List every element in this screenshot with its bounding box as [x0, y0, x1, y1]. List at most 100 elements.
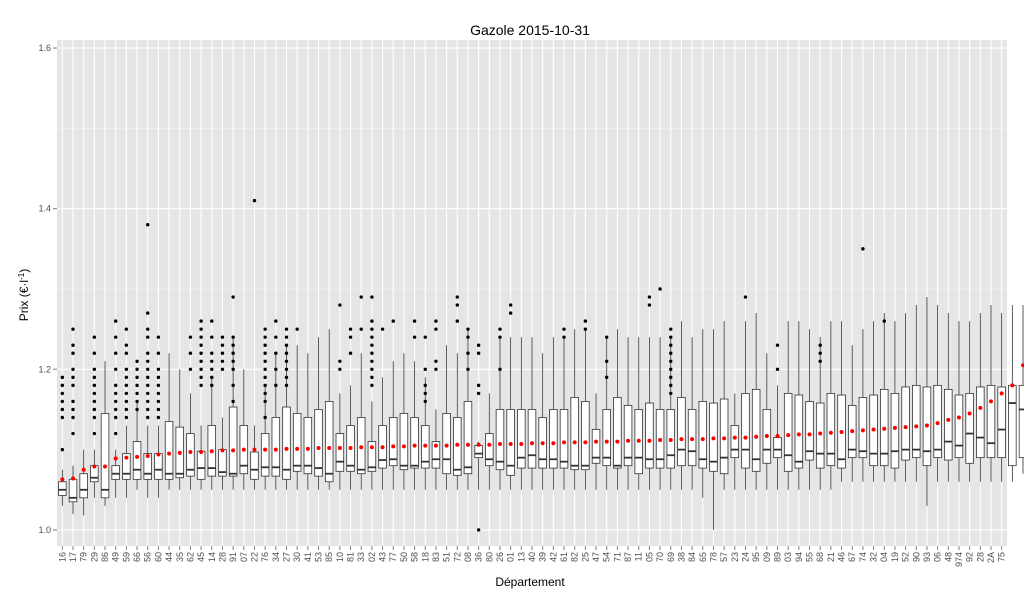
- box-iqr: [901, 386, 910, 461]
- outlier-point: [818, 343, 822, 347]
- mean-point: [626, 438, 631, 443]
- mean-point: [135, 454, 140, 459]
- x-tick-label: 68: [815, 552, 825, 562]
- x-tick-label: 40: [527, 552, 537, 562]
- outlier-point: [210, 367, 214, 372]
- outlier-point: [370, 383, 374, 388]
- mean-point: [818, 431, 823, 436]
- outlier-point: [263, 335, 267, 339]
- outlier-point: [348, 335, 353, 339]
- outlier-point: [146, 311, 150, 315]
- mean-point: [743, 435, 748, 440]
- outlier-point: [348, 351, 353, 355]
- mean-point: [1010, 383, 1015, 388]
- outlier-point: [743, 295, 748, 299]
- outlier-point: [274, 335, 278, 339]
- x-tick-label: 49: [111, 552, 121, 562]
- outlier-point: [466, 367, 470, 372]
- outlier-point: [146, 383, 150, 388]
- outlier-point: [92, 391, 97, 396]
- outlier-point: [359, 327, 363, 331]
- box-iqr: [527, 409, 537, 469]
- outlier-point: [60, 375, 65, 380]
- outlier-point: [92, 407, 97, 412]
- outlier-point: [423, 335, 427, 339]
- x-tick-label: 24: [740, 552, 750, 562]
- box-iqr: [559, 409, 569, 469]
- x-tick-label: 09: [762, 552, 772, 562]
- box-iqr: [111, 465, 120, 480]
- mean-point: [530, 441, 534, 446]
- outlier-point: [92, 335, 97, 339]
- outlier-point: [220, 367, 225, 372]
- outlier-point: [135, 407, 139, 412]
- x-tick-label: 91: [228, 552, 238, 562]
- mean-point: [220, 448, 225, 453]
- outlier-point: [370, 359, 374, 363]
- outlier-point: [146, 351, 150, 355]
- x-tick-label: 57: [719, 552, 729, 562]
- box-iqr: [698, 401, 708, 469]
- box-iqr: [271, 417, 281, 477]
- mean-point: [903, 425, 908, 430]
- outlier-points: [60, 198, 886, 532]
- outlier-point: [114, 431, 118, 436]
- outlier-point: [476, 343, 481, 347]
- outlier-point: [231, 359, 235, 363]
- mean-point: [807, 432, 812, 437]
- outlier-point: [669, 383, 673, 388]
- outlier-point: [412, 319, 417, 323]
- mean-point: [850, 429, 855, 434]
- mean-point: [1021, 363, 1024, 368]
- outlier-point: [231, 343, 235, 347]
- outlier-point: [284, 383, 289, 388]
- x-tick-label: 06: [933, 552, 943, 562]
- mean-point: [615, 439, 620, 444]
- mean-point: [401, 444, 406, 449]
- outlier-point: [199, 319, 203, 323]
- mean-point: [594, 439, 599, 444]
- box-iqr: [250, 451, 259, 480]
- mean-point: [839, 429, 844, 434]
- outlier-point: [508, 311, 513, 315]
- x-tick-label: 21: [826, 552, 836, 562]
- outlier-point: [135, 383, 139, 388]
- outlier-point: [114, 399, 118, 404]
- mean-point: [967, 411, 972, 416]
- outlier-point: [348, 327, 353, 331]
- outlier-point: [359, 295, 363, 299]
- mean-point: [305, 446, 310, 451]
- mean-point: [882, 426, 887, 431]
- outlier-point: [338, 367, 342, 372]
- outlier-point: [124, 367, 129, 372]
- box-iqr: [367, 441, 377, 472]
- x-tick-label: 55: [805, 552, 815, 562]
- x-tick-label: 46: [837, 552, 847, 562]
- box-iqr: [442, 413, 451, 475]
- outlier-point: [284, 335, 289, 339]
- mean-point: [209, 449, 214, 454]
- mean-point: [796, 432, 801, 437]
- box-iqr: [623, 405, 633, 467]
- mean-point: [444, 443, 449, 448]
- mean-point: [647, 438, 652, 443]
- mean-point: [167, 451, 172, 456]
- mean-point: [914, 424, 919, 429]
- outlier-point: [146, 399, 150, 404]
- outlier-point: [370, 295, 374, 299]
- outlier-point: [124, 375, 129, 380]
- mean-point: [604, 439, 609, 444]
- outlier-point: [71, 399, 75, 404]
- mean-point: [924, 423, 929, 428]
- x-axis: 16 17 79 29 86 49 59 66 56 60 44 35 62 45 14 28 91 07 22 76…: [57, 546, 1007, 567]
- mean-point: [636, 438, 641, 443]
- x-tick-label: 44: [164, 552, 174, 562]
- mean-point: [988, 399, 993, 404]
- box-iqr: [463, 401, 473, 475]
- outlier-point: [60, 407, 65, 412]
- box-iqr: [591, 429, 601, 464]
- outlier-point: [92, 399, 97, 404]
- x-tick-label: 82: [570, 552, 580, 562]
- outlier-point: [199, 359, 203, 363]
- outlier-point: [156, 351, 161, 355]
